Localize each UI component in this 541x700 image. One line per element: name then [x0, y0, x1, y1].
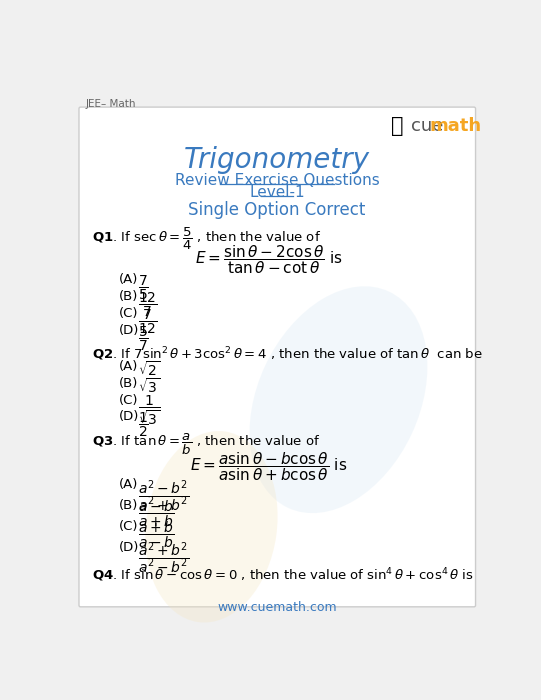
Text: $\dfrac{a-b}{a+b}$: $\dfrac{a-b}{a+b}$	[137, 499, 174, 529]
Text: $E = \dfrac{\sin\theta - 2\cos\theta}{\tan\theta - \cot\theta}$ is: $E = \dfrac{\sin\theta - 2\cos\theta}{\t…	[195, 244, 343, 276]
Ellipse shape	[249, 286, 427, 513]
Text: (D): (D)	[119, 410, 140, 424]
Text: 🚀: 🚀	[391, 116, 404, 136]
Text: (C): (C)	[119, 307, 138, 321]
Text: $\mathbf{Q4}$. If $\sin\theta - \cos\theta = 0$ , then the value of $\sin^4\thet: $\mathbf{Q4}$. If $\sin\theta - \cos\the…	[92, 566, 474, 584]
Text: cue: cue	[411, 118, 443, 135]
Text: $\mathbf{Q3}$. If $\tan\theta = \dfrac{a}{b}$ , then the value of: $\mathbf{Q3}$. If $\tan\theta = \dfrac{a…	[92, 432, 321, 457]
FancyBboxPatch shape	[79, 107, 476, 607]
Text: $\dfrac{a^2+b^2}{a^2-b^2}$: $\dfrac{a^2+b^2}{a^2-b^2}$	[137, 540, 189, 576]
Text: $\dfrac{12}{7}$: $\dfrac{12}{7}$	[137, 290, 157, 318]
Text: $\dfrac{5}{7}$: $\dfrac{5}{7}$	[137, 324, 148, 353]
Ellipse shape	[145, 431, 278, 622]
Text: $\dfrac{a+b}{a-b}$: $\dfrac{a+b}{a-b}$	[137, 520, 174, 550]
Text: JEE– Math: JEE– Math	[86, 99, 136, 109]
Text: Single Option Correct: Single Option Correct	[188, 201, 366, 219]
Text: (A): (A)	[119, 274, 138, 286]
Text: Level-1: Level-1	[249, 185, 305, 200]
Text: $\dfrac{a^2-b^2}{a^2+b^2}$: $\dfrac{a^2-b^2}{a^2+b^2}$	[137, 478, 189, 514]
Text: $\dfrac{1}{2}$: $\dfrac{1}{2}$	[137, 410, 148, 439]
Text: $\dfrac{1}{\sqrt{3}}$: $\dfrac{1}{\sqrt{3}}$	[137, 393, 160, 427]
Text: Review Exercise Questions: Review Exercise Questions	[175, 174, 379, 188]
Text: math: math	[430, 118, 481, 135]
Text: www.cuemath.com: www.cuemath.com	[217, 601, 337, 614]
Text: (B): (B)	[119, 290, 138, 303]
Text: $\mathbf{Q1}$. If $\sec\theta = \dfrac{5}{4}$ , then the value of: $\mathbf{Q1}$. If $\sec\theta = \dfrac{5…	[92, 225, 321, 252]
Text: Trigonometry: Trigonometry	[184, 146, 370, 174]
Text: $\dfrac{7}{5}$: $\dfrac{7}{5}$	[137, 274, 148, 302]
Text: (B): (B)	[119, 499, 138, 512]
Text: (C): (C)	[119, 393, 138, 407]
Text: (A): (A)	[119, 478, 138, 491]
Text: (B): (B)	[119, 377, 138, 390]
Text: (D): (D)	[119, 324, 140, 337]
Text: (D): (D)	[119, 540, 140, 554]
Text: $\dfrac{7}{12}$: $\dfrac{7}{12}$	[137, 307, 157, 335]
Text: (C): (C)	[119, 520, 138, 533]
Text: (A): (A)	[119, 360, 138, 372]
Text: $\mathbf{Q2}$. If $7\sin^2\theta + 3\cos^2\theta = 4$ , then the value of $\tan\: $\mathbf{Q2}$. If $7\sin^2\theta + 3\cos…	[92, 346, 483, 363]
Text: $\sqrt{2}$: $\sqrt{2}$	[137, 360, 160, 379]
Text: $E = \dfrac{a\sin\theta - b\cos\theta}{a\sin\theta + b\cos\theta}$ is: $E = \dfrac{a\sin\theta - b\cos\theta}{a…	[190, 451, 348, 483]
Text: $\sqrt{3}$: $\sqrt{3}$	[137, 377, 160, 395]
